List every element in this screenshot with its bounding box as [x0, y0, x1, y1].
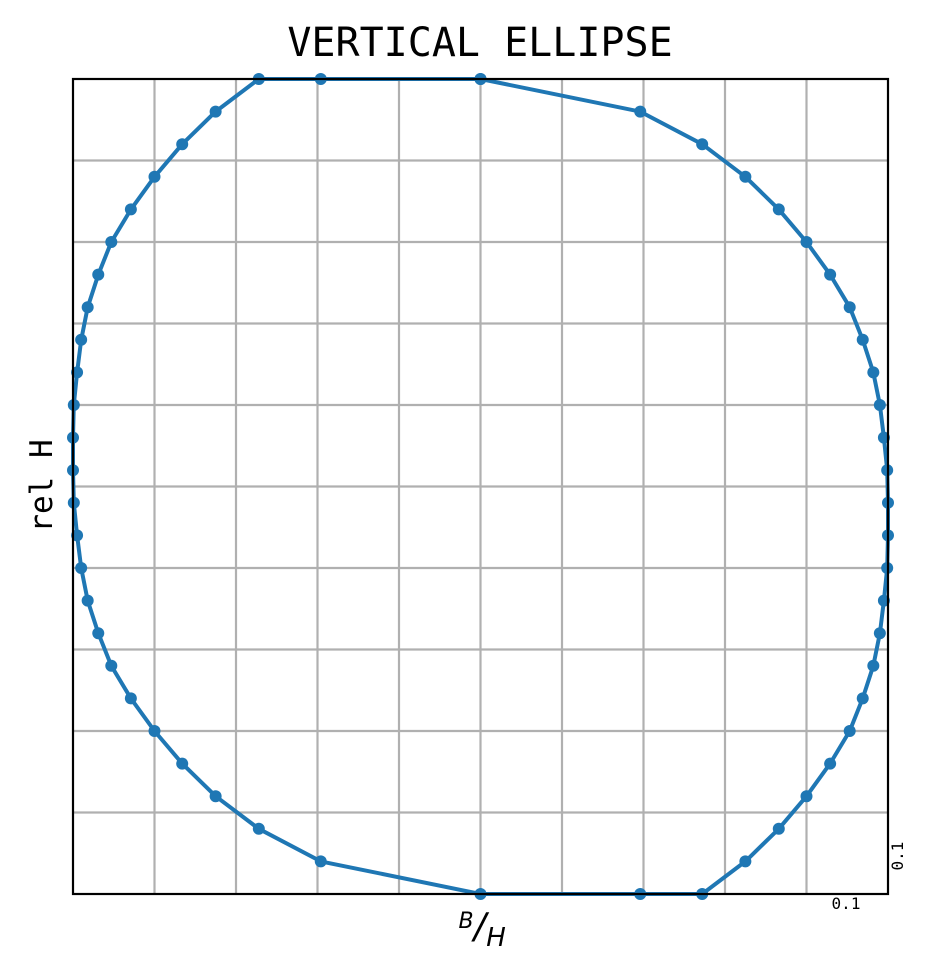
data-point — [772, 822, 785, 835]
chart-title: VERTICAL ELLIPSE — [287, 20, 672, 66]
data-point — [824, 268, 837, 281]
y-axis-label: rel H — [24, 439, 60, 532]
data-point — [148, 170, 161, 183]
data-point — [75, 333, 88, 346]
data-point — [856, 692, 869, 705]
data-point — [81, 301, 94, 314]
x-axis-label-denominator: H — [486, 923, 506, 953]
data-point — [867, 366, 880, 379]
data-point — [843, 725, 856, 737]
plot-frame — [71, 77, 890, 896]
data-point — [81, 594, 94, 607]
data-point — [252, 822, 265, 835]
data-point — [176, 138, 189, 151]
data-point — [209, 105, 222, 118]
data-point — [800, 236, 813, 248]
data-point — [105, 659, 118, 672]
data-point — [105, 236, 118, 248]
data-point — [124, 203, 137, 216]
data-point — [148, 725, 161, 737]
data-point — [314, 855, 327, 868]
data-point — [739, 170, 752, 183]
data-point — [696, 138, 709, 151]
data-point — [92, 268, 105, 281]
x-axis-label-numerator: B — [458, 909, 473, 934]
data-point — [867, 659, 880, 672]
data-point — [176, 757, 189, 770]
data-point — [739, 855, 752, 868]
data-point — [209, 790, 222, 803]
data-point — [856, 333, 869, 346]
data-point — [634, 105, 647, 118]
data-point — [772, 203, 785, 216]
x-scale-label: 0.1 — [832, 894, 861, 913]
y-scale-label: 0.1 — [888, 842, 907, 871]
data-point — [824, 757, 837, 770]
data-point — [92, 627, 105, 640]
x-axis-label-slash: / — [471, 906, 490, 947]
data-point — [124, 692, 137, 705]
data-point — [800, 790, 813, 803]
data-point — [843, 301, 856, 314]
data-point — [75, 562, 88, 574]
data-point — [873, 627, 886, 640]
data-point — [873, 399, 886, 411]
x-axis-label: B / H — [458, 906, 505, 953]
grid — [73, 79, 888, 894]
